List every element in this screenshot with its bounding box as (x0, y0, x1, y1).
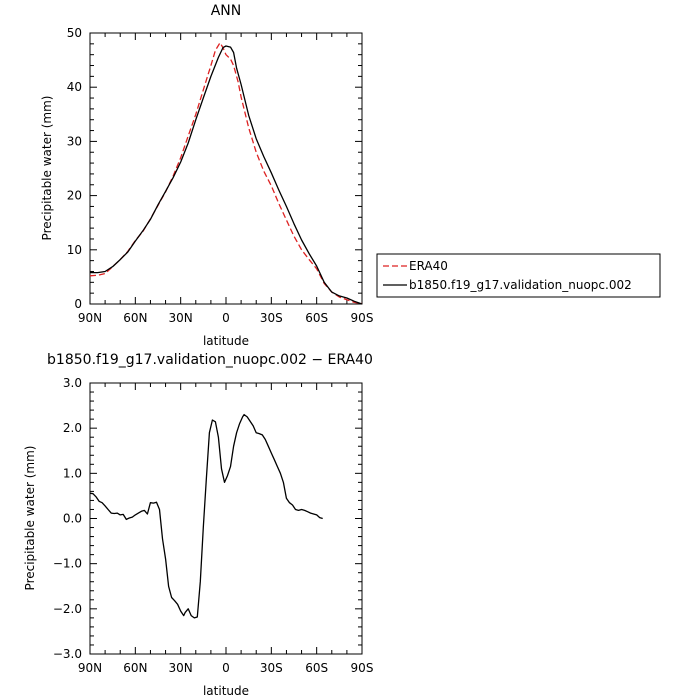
panel2-series-lines (89, 413, 323, 619)
panel2-x-ticks: 90N 60N 30N 0 30S 60S 90S (78, 383, 374, 675)
legend-label-model: b1850.f19_g17.validation_nuopc.002 (409, 278, 632, 292)
legend-box (376, 253, 661, 298)
x-tick-label: 30S (260, 661, 283, 675)
y-tick-label: 3.0 (63, 376, 82, 390)
y-tick-label: 1.0 (63, 466, 82, 480)
y-tick-label: −1.0 (53, 557, 82, 571)
x-tick-label: 60N (123, 311, 147, 325)
panel2-y-ticks: −3.0 −2.0 −1.0 0.0 1.0 2.0 3.0 (53, 376, 362, 661)
panel-annual-mean: ANN 90N 60N 30N 0 30S 60S 90S 0 10 20 30 40 50 lati… (40, 3, 373, 348)
panel1-series-lines (89, 42, 363, 305)
panel1-plot-frame (89, 32, 363, 305)
x-tick-label: 90S (351, 311, 374, 325)
y-tick-label: 2.0 (63, 421, 82, 435)
x-tick-label: 30S (260, 311, 283, 325)
y-tick-label: 0.0 (63, 512, 82, 526)
panel2-x-axis-label: latitude (203, 684, 249, 698)
series-line-era40 (89, 42, 363, 305)
x-tick-label: 60S (305, 311, 328, 325)
y-tick-label: 20 (67, 189, 82, 203)
x-tick-label: 90S (351, 661, 374, 675)
x-tick-label: 60N (123, 661, 147, 675)
series-line-b1850-f19-g17-validation-nuopc-002 (90, 45, 363, 305)
y-tick-label: 40 (67, 80, 82, 94)
x-tick-label: 30N (169, 311, 193, 325)
panel2-title: b1850.f19_g17.validation_nuopc.002 − ERA… (47, 352, 373, 368)
y-tick-label: 50 (67, 26, 82, 40)
x-tick-label: 60S (305, 661, 328, 675)
panel1-title: ANN (211, 3, 242, 19)
panel2-y-axis-label: Precipitable water (mm) (23, 446, 37, 591)
y-tick-label: 10 (67, 243, 82, 257)
series-line-difference (89, 413, 323, 619)
panel1-y-ticks: 0 10 20 30 40 50 (67, 26, 362, 311)
panel1-x-ticks: 90N 60N 30N 0 30S 60S 90S (78, 33, 374, 325)
panel1-y-axis-label: Precipitable water (mm) (40, 96, 54, 241)
x-tick-label: 30N (169, 661, 193, 675)
x-tick-label: 0 (222, 661, 230, 675)
panel-difference: b1850.f19_g17.validation_nuopc.002 − ERA… (23, 352, 373, 698)
y-tick-label: −2.0 (53, 602, 82, 616)
x-tick-label: 90N (78, 661, 102, 675)
legend-label-era40: ERA40 (409, 259, 448, 273)
legend: ERA40 b1850.f19_g17.validation_nuopc.002 (376, 253, 661, 298)
x-tick-label: 0 (222, 311, 230, 325)
y-tick-label: 30 (67, 134, 82, 148)
panel1-x-axis-label: latitude (203, 334, 249, 348)
y-tick-label: −3.0 (53, 647, 82, 661)
x-tick-label: 90N (78, 311, 102, 325)
y-tick-label: 0 (74, 297, 82, 311)
